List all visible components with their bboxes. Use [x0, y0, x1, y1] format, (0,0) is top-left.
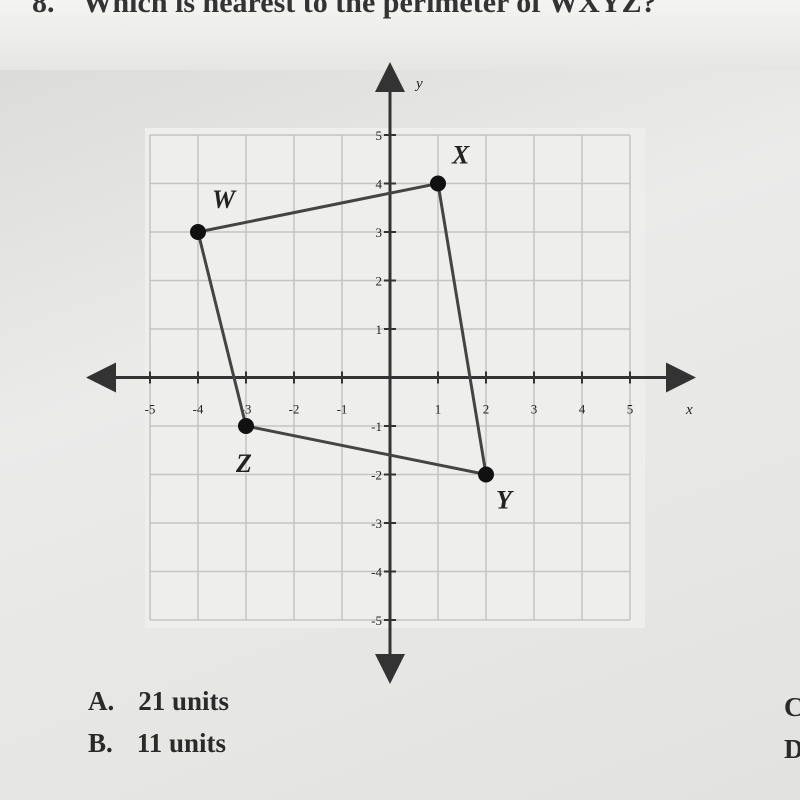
question-text: Which is nearest to the perimeter of WXY… — [82, 0, 657, 19]
vertex — [430, 175, 446, 192]
vertex — [238, 418, 254, 434]
x-tick-label: -2 — [289, 402, 300, 417]
x-tick-label: -4 — [193, 402, 204, 417]
header-band — [0, 0, 800, 70]
choice: A. 21 units — [88, 686, 229, 717]
vertex — [190, 224, 206, 240]
question: 8. Which is nearest to the perimeter of W… — [32, 0, 657, 20]
y-tick-label: -5 — [371, 613, 382, 628]
vertex-label: X — [451, 141, 470, 170]
question-number: 8. — [32, 0, 55, 19]
y-tick-label: 1 — [376, 322, 383, 337]
coordinate-plane: -5 -4 -3 -2 -1 1 2 3 4 5 5 4 3 2 1 -1 -2 -3 -4 -5 x y W X Y Z — [86, 62, 696, 684]
x-tick-label: 4 — [579, 402, 586, 417]
x-tick-label: -5 — [145, 402, 156, 417]
x-tick-label: 2 — [483, 402, 490, 417]
choice: C — [784, 692, 800, 723]
vertex-label: Y — [496, 486, 514, 515]
y-tick-label: -2 — [371, 468, 382, 483]
vertex-label: W — [212, 185, 237, 214]
choice-letter: D — [784, 734, 800, 764]
vertex — [478, 466, 494, 483]
x-tick-label: 5 — [627, 402, 634, 417]
choice-text: 11 units — [136, 728, 227, 758]
y-tick-label: 5 — [376, 128, 383, 143]
x-axis-label: x — [685, 402, 693, 418]
y-tick-label: 2 — [376, 274, 383, 289]
y-tick-label: 4 — [376, 177, 383, 192]
choice-letter: B. — [88, 728, 113, 758]
x-tick-label: 1 — [435, 402, 442, 417]
vertex-label: Z — [235, 449, 252, 478]
choice-text: 21 units — [138, 686, 230, 716]
y-tick-label: -3 — [371, 516, 382, 531]
y-tick-label: -4 — [371, 565, 382, 580]
y-axis-label: y — [414, 76, 423, 92]
x-tick-label: 3 — [531, 402, 538, 417]
y-tick-label: -1 — [371, 419, 382, 434]
choice: B. 11 units — [88, 728, 226, 759]
choice-letter: A. — [88, 686, 115, 716]
y-tick-label: 3 — [376, 225, 383, 240]
choice-letter: C — [784, 692, 800, 722]
x-tick-label: -1 — [337, 402, 348, 417]
x-tick-label: -3 — [241, 402, 252, 417]
choice: D — [784, 734, 800, 765]
